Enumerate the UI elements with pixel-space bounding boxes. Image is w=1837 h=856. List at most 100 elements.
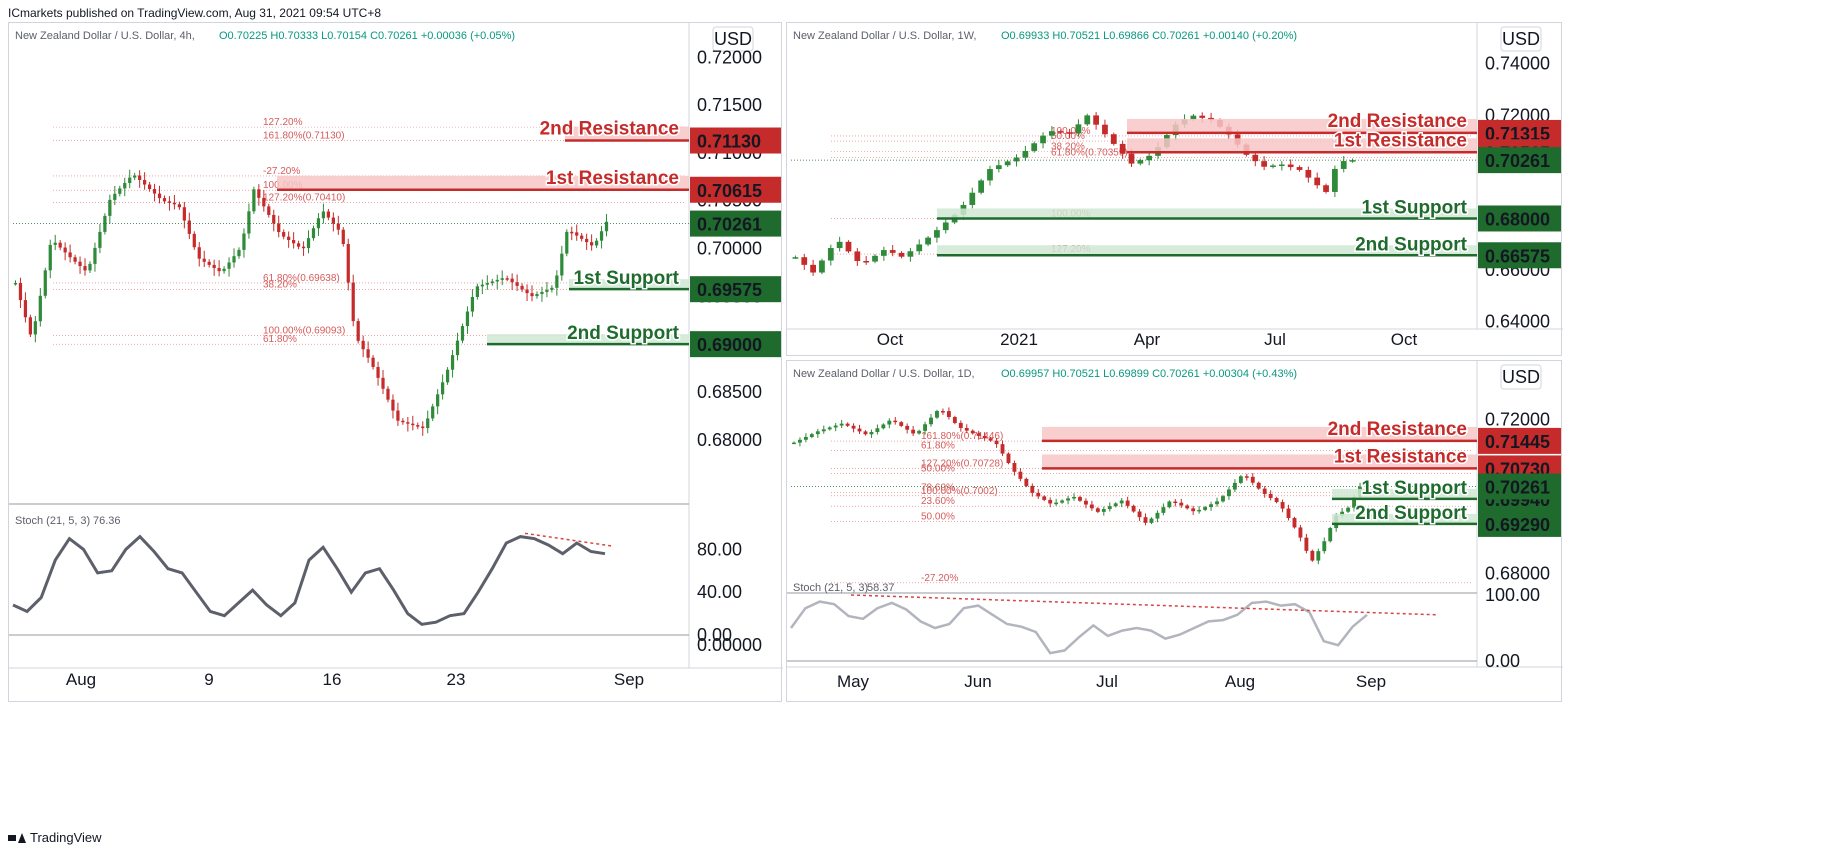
- stoch-value: 76.36: [93, 515, 121, 527]
- candle-body: [1203, 507, 1208, 510]
- candle-body: [351, 282, 355, 322]
- level-zone: [277, 175, 689, 190]
- candle-body: [242, 233, 246, 250]
- candle-body: [964, 427, 969, 431]
- candle-body: [326, 211, 330, 218]
- candle-body: [1072, 496, 1076, 499]
- candle-body: [905, 425, 910, 430]
- level-name-label: 2nd Support: [1355, 503, 1468, 524]
- candle-body: [331, 217, 335, 224]
- candle-body: [162, 198, 167, 202]
- candle-body: [854, 251, 861, 261]
- candle-body: [917, 430, 922, 434]
- y-tick-label: 0.74000: [1485, 54, 1550, 74]
- candle-body: [505, 278, 509, 280]
- x-tick-label: Jun: [964, 672, 991, 691]
- candle-body: [1261, 161, 1268, 167]
- level-name-label: 2nd Resistance: [540, 119, 679, 140]
- candle-body: [480, 284, 484, 287]
- candle-body: [887, 420, 892, 425]
- level-zone: [1332, 513, 1477, 524]
- candle-body: [1292, 518, 1297, 528]
- candle-body: [431, 406, 435, 419]
- candle-body: [316, 218, 321, 229]
- candle-body: [585, 238, 589, 243]
- footer: TradingView: [8, 830, 102, 845]
- y-tick-label: 0.68000: [697, 430, 762, 450]
- candle-body: [1155, 512, 1160, 519]
- fib-label: 161.80%(0.71446): [921, 431, 1003, 442]
- candle-body: [1190, 115, 1197, 120]
- x-tick-label: Apr: [1134, 330, 1161, 349]
- candle-body: [172, 202, 177, 205]
- candle-body: [401, 420, 405, 423]
- y-tick-label: 0.70000: [697, 239, 762, 259]
- candle-body: [123, 182, 127, 189]
- candle-body: [222, 268, 226, 272]
- candle-body: [1060, 500, 1065, 503]
- candle-body: [1031, 143, 1038, 151]
- candle-body: [1012, 463, 1017, 472]
- x-tick-label: Sep: [614, 670, 644, 689]
- candle-body: [143, 180, 147, 185]
- candle-body: [267, 206, 271, 215]
- candle-body: [336, 223, 340, 230]
- candle-body: [1042, 496, 1047, 500]
- level-zone: [565, 126, 689, 141]
- candle-body: [994, 440, 999, 445]
- candle-body: [929, 417, 933, 425]
- level-price-tag: [1478, 242, 1561, 269]
- candle-body: [460, 326, 465, 341]
- stoch-label: Stoch (21, 5, 3): [793, 582, 868, 594]
- x-tick-label: 9: [204, 670, 213, 689]
- stoch-tick-label: 40.00: [697, 582, 742, 602]
- last-price-tag: [690, 210, 781, 237]
- candle-body: [1110, 134, 1117, 144]
- candle-body: [465, 311, 470, 327]
- y-tick-label: 0.64000: [1485, 312, 1550, 332]
- candle-body: [1352, 497, 1356, 508]
- stoch-label: Stoch (21, 5, 3): [15, 515, 90, 527]
- fib-label: 100.00%(0.7002): [921, 486, 998, 497]
- level-price-label: 0.71130: [697, 132, 761, 152]
- candle-body: [570, 231, 574, 234]
- candle-body: [1137, 160, 1144, 164]
- candle-body: [1340, 161, 1347, 169]
- candle-body: [366, 349, 370, 358]
- candle-body: [157, 193, 162, 199]
- candle-body: [1346, 507, 1351, 512]
- fib-label: 100.00%: [1051, 126, 1091, 137]
- candle-body: [833, 425, 838, 428]
- candle-body: [925, 237, 931, 245]
- fib-label: 38.20%: [1051, 141, 1085, 152]
- candle-body: [1167, 501, 1172, 508]
- candle-body: [958, 422, 963, 428]
- candle-body: [1221, 496, 1225, 502]
- candle-body: [1119, 500, 1124, 504]
- fib-label: -27.20%: [263, 166, 300, 177]
- candle-body: [1310, 550, 1315, 561]
- x-tick-label: May: [837, 672, 870, 691]
- candle-body: [1066, 132, 1073, 134]
- level-price-tag: [1478, 510, 1561, 537]
- candle-body: [1006, 453, 1011, 464]
- fib-label: 50.00%: [921, 463, 955, 474]
- candle-body: [845, 423, 850, 426]
- candle-body: [803, 436, 808, 440]
- candle-body: [863, 260, 870, 263]
- y-tick-label: 0.68000: [1485, 564, 1550, 584]
- y-tick-label: 0.72000: [1485, 410, 1550, 430]
- candle-body: [1262, 488, 1267, 494]
- y-tick-label: 0.72000: [697, 47, 762, 67]
- x-tick-label: Oct: [877, 330, 904, 349]
- stoch-tick-label: 80.00: [697, 539, 742, 559]
- candle-body: [1340, 511, 1345, 516]
- level-zone: [937, 245, 1477, 256]
- candle-body: [212, 264, 216, 269]
- candle-body: [416, 425, 420, 427]
- stoch-divergence-line: [850, 594, 1438, 616]
- candle-body: [1119, 143, 1126, 154]
- candle-body: [301, 246, 306, 249]
- candle-body: [167, 201, 172, 203]
- candle-body: [78, 261, 82, 267]
